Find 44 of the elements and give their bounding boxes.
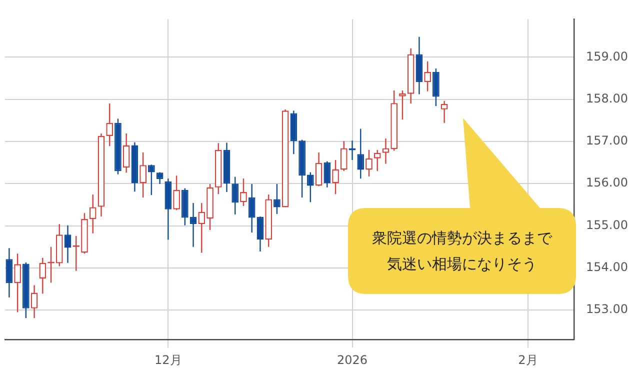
candlestick bbox=[6, 248, 13, 298]
y-tick-label: 157.00 bbox=[586, 134, 628, 148]
candlestick bbox=[148, 164, 155, 196]
candlestick bbox=[256, 216, 264, 252]
candlestick bbox=[64, 224, 72, 264]
candlestick bbox=[89, 194, 96, 234]
candlestick bbox=[382, 138, 390, 164]
candlestick bbox=[173, 175, 180, 211]
candlestick bbox=[340, 140, 348, 172]
speech-bubble: 衆院選の情勢が決まるまで気迷い相場になりそう bbox=[348, 118, 576, 294]
x-tick-label: 2月 bbox=[518, 352, 538, 367]
x-tick-label: 2026 bbox=[336, 352, 368, 367]
candlestick bbox=[106, 102, 114, 147]
y-tick-label: 153.00 bbox=[586, 302, 628, 316]
y-tick-label: 154.00 bbox=[586, 260, 628, 274]
candlestick bbox=[30, 284, 38, 319]
candlestick bbox=[156, 172, 164, 185]
candlestick bbox=[190, 202, 197, 248]
candlestick bbox=[399, 90, 406, 120]
candlestick bbox=[424, 60, 432, 92]
candlestick bbox=[315, 152, 322, 187]
y-tick-label: 159.00 bbox=[586, 49, 628, 64]
candlestick bbox=[240, 178, 247, 207]
x-tick-label: 12月 bbox=[154, 352, 182, 367]
y-tick-label: 155.00 bbox=[586, 218, 628, 232]
candlestick bbox=[432, 68, 440, 107]
y-tick-label: 158.00 bbox=[586, 91, 628, 106]
candlestick bbox=[374, 149, 381, 172]
candlestick bbox=[248, 183, 256, 234]
candlestick bbox=[366, 149, 372, 178]
candlestick bbox=[14, 253, 21, 313]
y-tick-label: 156.00 bbox=[586, 176, 628, 190]
candlestick bbox=[332, 159, 339, 195]
candlestick bbox=[440, 100, 448, 124]
candlestick bbox=[232, 176, 239, 215]
annotation: 衆院選の情勢が決まるまで気迷い相場になりそう bbox=[371, 228, 554, 275]
candlestick bbox=[324, 160, 331, 188]
candlestick bbox=[122, 132, 130, 174]
candlestick bbox=[306, 172, 314, 203]
candlestick bbox=[39, 257, 46, 294]
candlestick bbox=[198, 202, 206, 254]
candlestick bbox=[140, 152, 146, 198]
candlestick bbox=[357, 128, 364, 180]
candlestick bbox=[274, 183, 280, 215]
